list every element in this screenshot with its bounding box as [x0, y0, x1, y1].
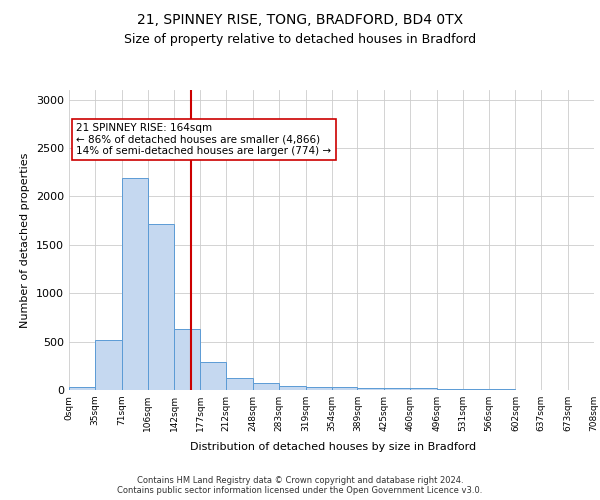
- Bar: [384, 388, 410, 390]
- Bar: [69, 387, 95, 390]
- Bar: [279, 386, 305, 390]
- Bar: [174, 328, 200, 390]
- Bar: [463, 389, 489, 390]
- Bar: [331, 387, 358, 390]
- Bar: [148, 224, 174, 390]
- Y-axis label: Number of detached properties: Number of detached properties: [20, 152, 31, 328]
- Bar: [358, 388, 384, 390]
- Bar: [226, 378, 253, 390]
- Text: 21, SPINNEY RISE, TONG, BRADFORD, BD4 0TX: 21, SPINNEY RISE, TONG, BRADFORD, BD4 0T…: [137, 12, 463, 26]
- Bar: [305, 386, 331, 390]
- Bar: [437, 388, 463, 390]
- Bar: [410, 388, 437, 390]
- Text: 21 SPINNEY RISE: 164sqm
← 86% of detached houses are smaller (4,866)
14% of semi: 21 SPINNEY RISE: 164sqm ← 86% of detache…: [76, 123, 332, 156]
- Text: Size of property relative to detached houses in Bradford: Size of property relative to detached ho…: [124, 32, 476, 46]
- Bar: [200, 362, 226, 390]
- Bar: [122, 178, 148, 390]
- Bar: [95, 340, 122, 390]
- Bar: [253, 382, 279, 390]
- Bar: [489, 389, 515, 390]
- Text: Contains HM Land Registry data © Crown copyright and database right 2024.
Contai: Contains HM Land Registry data © Crown c…: [118, 476, 482, 495]
- Text: Distribution of detached houses by size in Bradford: Distribution of detached houses by size …: [190, 442, 476, 452]
